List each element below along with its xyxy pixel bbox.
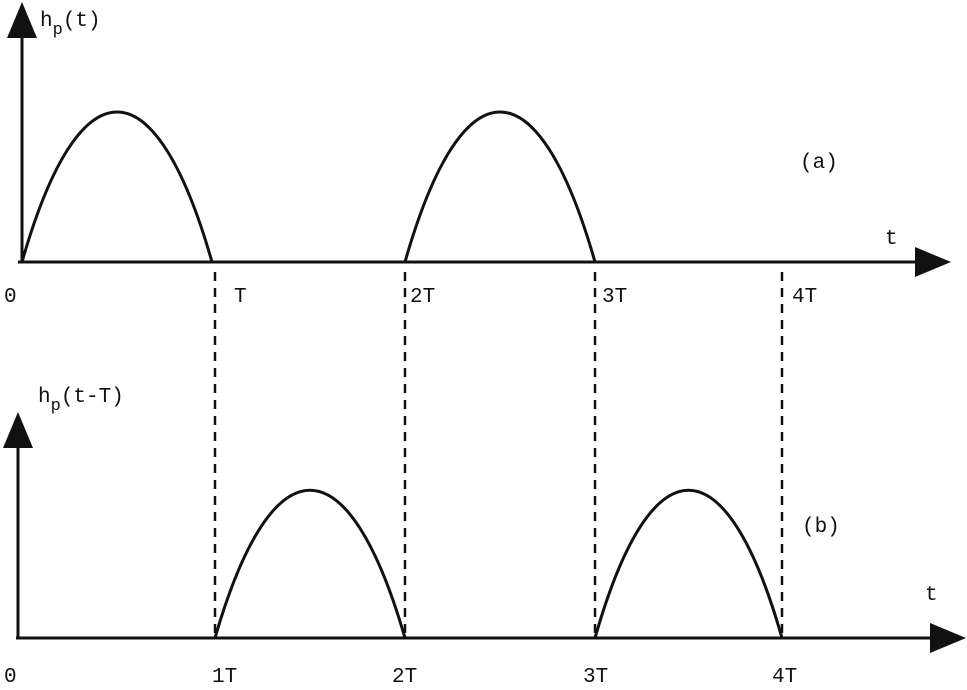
pulse bbox=[595, 490, 782, 638]
y-label: hp(t-T) bbox=[38, 386, 124, 416]
tick-label: 2T bbox=[410, 286, 435, 309]
diagram: hp(t) t (a) 0 T 2T 3T 4T hp(t-T) t (b) 0… bbox=[0, 0, 967, 690]
pulse bbox=[215, 490, 405, 638]
x-label: t bbox=[885, 228, 898, 251]
tick-label: 4T bbox=[772, 666, 797, 689]
tick-label: 0 bbox=[4, 286, 17, 309]
x-label: t bbox=[925, 584, 938, 607]
tick-label: 0 bbox=[4, 666, 17, 689]
pulse bbox=[22, 112, 212, 262]
tick-label: T bbox=[234, 286, 247, 309]
tick-label: 1T bbox=[212, 666, 237, 689]
caption: (a) bbox=[800, 152, 838, 175]
tick-label: 3T bbox=[602, 286, 627, 309]
caption: (b) bbox=[802, 516, 840, 539]
tick-label: 4T bbox=[792, 286, 817, 309]
tick-label: 2T bbox=[392, 666, 417, 689]
pulse bbox=[405, 112, 595, 262]
tick-label: 3T bbox=[583, 666, 608, 689]
y-label: hp(t) bbox=[40, 10, 101, 40]
